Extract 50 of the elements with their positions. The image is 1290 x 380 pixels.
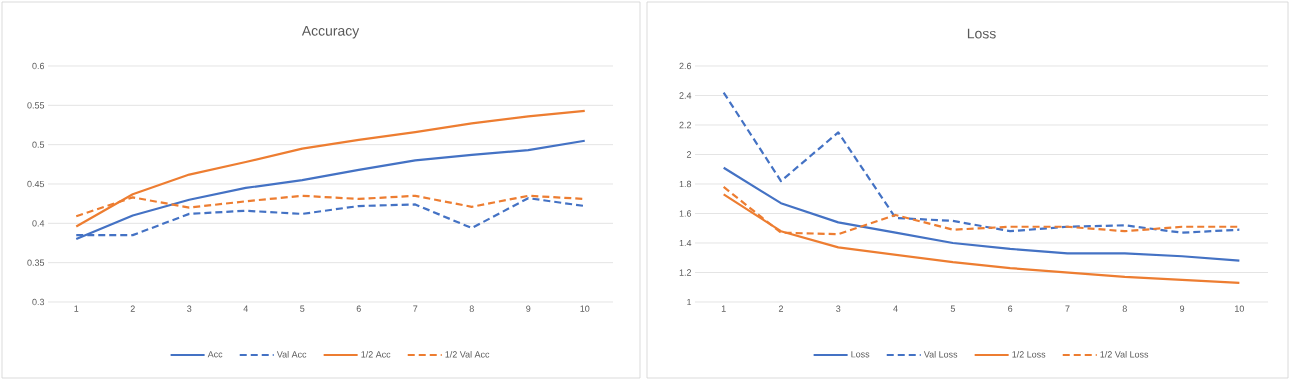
x-tick-label: 6 xyxy=(356,305,361,312)
legend-label: 1/2 Val Acc xyxy=(445,351,490,358)
legend-label: Loss xyxy=(851,351,870,358)
y-tick-label: 2 xyxy=(686,151,692,158)
x-tick-label: 8 xyxy=(1122,305,1127,312)
y-tick-label: 0.6 xyxy=(32,62,45,70)
legend-label: Val Acc xyxy=(276,351,307,358)
x-tick-label: 1 xyxy=(721,305,726,312)
legend-label: Val Loss xyxy=(923,351,958,358)
y-tick-label: 0.35 xyxy=(27,259,45,266)
y-tick-label: 1.2 xyxy=(679,269,692,276)
x-tick-label: 1 xyxy=(74,305,79,312)
x-tick-label: 4 xyxy=(893,305,898,312)
y-tick-label: 1.8 xyxy=(679,180,692,188)
legend-label: 1/2 Val Loss xyxy=(1100,351,1149,358)
x-tick-label: 6 xyxy=(1008,305,1013,312)
x-tick-label: 9 xyxy=(526,305,531,312)
y-tick-label: 0.45 xyxy=(27,180,45,188)
x-tick-label: 7 xyxy=(413,305,418,312)
y-tick-label: 0.3 xyxy=(32,298,45,306)
line-series xyxy=(75,139,586,241)
x-tick-label: 10 xyxy=(1235,305,1245,312)
y-tick-label: 2.6 xyxy=(679,62,692,70)
y-tick-label: 2.2 xyxy=(679,121,692,129)
x-tick-label: 5 xyxy=(300,305,305,312)
line-series xyxy=(722,91,1241,234)
legend-label: Acc xyxy=(207,351,223,358)
line-series xyxy=(75,109,586,228)
x-tick-label: 2 xyxy=(130,305,135,312)
y-tick-label: 0.55 xyxy=(27,102,45,109)
y-tick-label: 0.4 xyxy=(32,220,45,227)
x-tick-label: 2 xyxy=(778,305,783,312)
x-tick-label: 3 xyxy=(836,305,841,312)
line-series xyxy=(722,166,1241,262)
chart-title: Accuracy xyxy=(301,26,360,39)
x-tick-label: 10 xyxy=(580,305,590,312)
y-tick-label: 2.4 xyxy=(679,92,692,99)
y-tick-label: 1.6 xyxy=(679,210,692,217)
x-tick-label: 8 xyxy=(469,305,474,312)
x-tick-label: 4 xyxy=(243,305,248,312)
y-tick-label: 0.5 xyxy=(32,141,45,148)
x-tick-label: 5 xyxy=(950,305,955,312)
y-tick-label: 1.4 xyxy=(679,239,692,247)
x-tick-label: 3 xyxy=(187,305,192,312)
x-tick-label: 9 xyxy=(1179,305,1185,312)
y-tick-label: 1 xyxy=(687,298,692,306)
chart-title: Loss xyxy=(967,28,996,39)
x-tick-label: 7 xyxy=(1065,305,1070,312)
legend-label: 1/2 Acc xyxy=(361,351,391,358)
legend-label: 1/2 Loss xyxy=(1012,351,1046,358)
